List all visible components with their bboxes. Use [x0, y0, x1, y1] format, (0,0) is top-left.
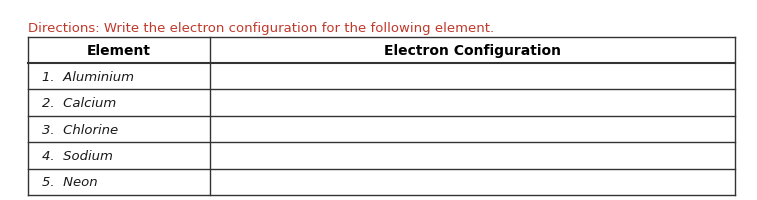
Text: Element: Element [87, 44, 151, 58]
Text: 1.  Aluminium: 1. Aluminium [42, 70, 134, 83]
Text: 5.  Neon: 5. Neon [42, 175, 98, 188]
Text: 3.  Chlorine: 3. Chlorine [42, 123, 118, 136]
Text: 2.  Calcium: 2. Calcium [42, 97, 117, 110]
Text: Directions: Write the electron configuration for the following element.: Directions: Write the electron configura… [28, 22, 494, 35]
Text: Electron Configuration: Electron Configuration [384, 44, 561, 58]
Text: 4.  Sodium: 4. Sodium [42, 149, 113, 162]
